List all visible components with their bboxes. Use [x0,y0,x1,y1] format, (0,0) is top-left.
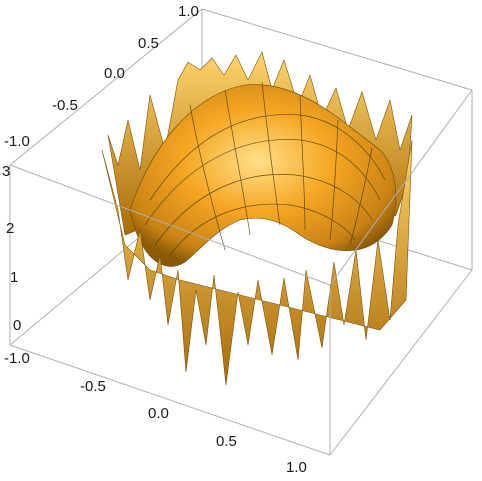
box-edge [329,269,473,456]
y-tick-label: 1.0 [178,3,199,20]
surface-front-wall [101,139,413,386]
x-tick-label: -0.5 [80,378,106,395]
box-edge [201,8,473,91]
box-edge [9,8,203,166]
z-axis: 3 2 1 0 [2,163,21,334]
y-tick-label: -1.0 [4,133,30,150]
z-tick-label: 1 [10,269,18,286]
x-axis-front: -1.0 -0.5 0.0 0.5 1.0 [4,350,307,476]
box-edge [9,164,331,286]
x-tick-label: 1.0 [286,459,307,476]
box-edge [329,89,473,286]
surface [101,51,413,386]
y-tick-label: 0.5 [138,35,159,52]
y-tick-label: -0.5 [52,97,78,114]
box-edge [9,344,331,456]
x-tick-label: -1.0 [4,350,30,367]
mesh-lines [144,81,386,256]
z-tick-label: 0 [13,317,21,334]
z-tick-label: 3 [2,163,10,180]
z-tick-label: 2 [6,220,14,237]
x-tick-label: 0.5 [216,433,237,450]
x-tick-label: 0.0 [148,405,169,422]
y-axis-back: 1.0 0.5 0.0 -0.5 -1.0 [4,3,199,150]
plot-box-front [9,89,473,456]
y-tick-label: 0.0 [104,65,125,82]
